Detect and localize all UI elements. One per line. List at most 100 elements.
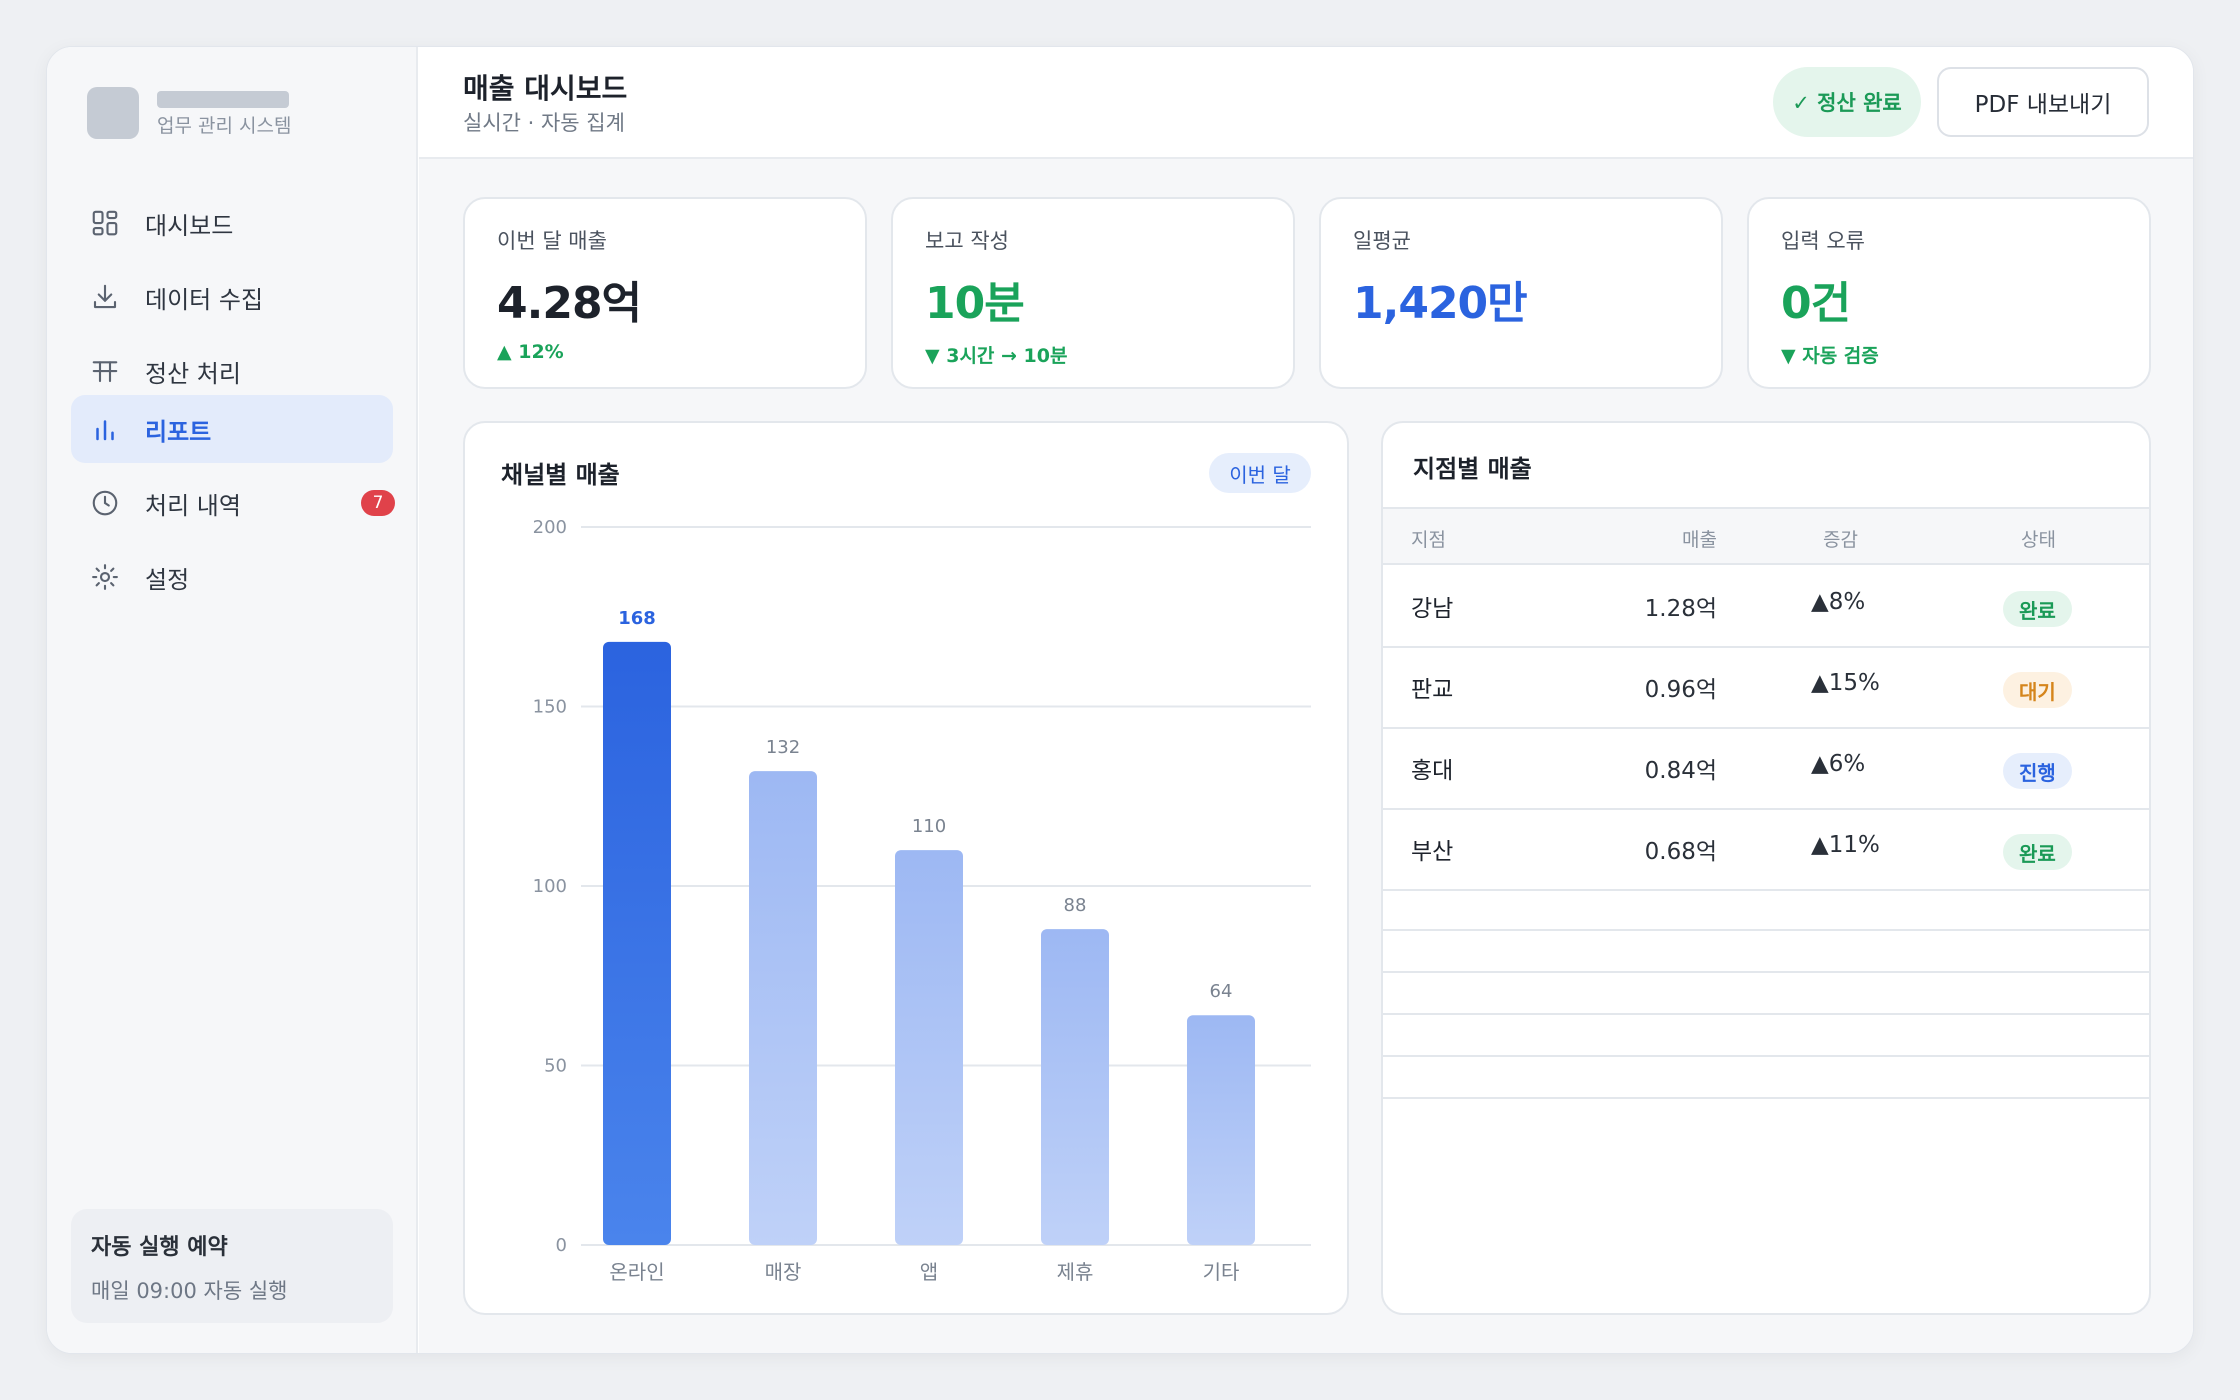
clock-icon xyxy=(89,487,121,519)
data-label: 88 xyxy=(1064,895,1087,916)
schedule-subtitle: 매일 09:00 자동 실행 xyxy=(91,1279,288,1303)
column-header-branch: 지점 xyxy=(1411,529,1446,551)
status-badge: 완료 xyxy=(2003,834,2072,870)
empty-row xyxy=(1383,1057,2149,1099)
kpi-delta: ▲ 12% xyxy=(497,341,564,363)
export-pdf-button[interactable]: PDF 내보내기 xyxy=(1937,67,2149,137)
gear-icon xyxy=(89,561,121,593)
data-label: 168 xyxy=(618,608,656,629)
x-tick-label: 제휴 xyxy=(1057,1260,1094,1284)
branch-name: 판교 xyxy=(1411,677,1454,703)
bar xyxy=(603,641,671,1245)
sidebar-item-label: 데이터 수집 xyxy=(145,285,264,314)
y-tick-label: 0 xyxy=(556,1235,567,1256)
branch-sales: 0.96억 xyxy=(1644,677,1717,703)
table-row[interactable]: 부산 0.68억 ▲11% 완료 xyxy=(1383,810,2149,891)
sidebar-item-dashboard[interactable]: 대시보드 xyxy=(71,189,393,257)
page-header: 매출 대시보드 실시간 · 자동 집계 ✓ 정산 완료 PDF 내보내기 xyxy=(419,47,2193,159)
empty-row xyxy=(1383,1015,2149,1057)
branch-change: ▲11% xyxy=(1811,832,1880,858)
sidebar-item-label: 정산 처리 xyxy=(145,359,241,388)
kpi-label: 입력 오류 xyxy=(1781,229,1865,253)
channel-sales-chart: 0 50 100 150 200 168 온라인 132 매장 110 앱 88 제휴 64 기타 xyxy=(533,517,1311,1284)
branch-sales-table-card: 지점별 매출 지점 매출 증감 상태 강남 1.28억 ▲8% 완료 판교 0.96억 ▲1… xyxy=(1381,421,2151,1315)
brand-subtitle: 업무 관리 시스템 xyxy=(157,115,292,137)
x-tick-label: 기타 xyxy=(1203,1260,1240,1284)
table-icon xyxy=(89,355,121,387)
table-row[interactable]: 판교 0.96억 ▲15% 대기 xyxy=(1383,648,2149,729)
status-badge: ✓ 정산 완료 xyxy=(1773,67,1921,137)
sidebar-item-reports[interactable]: 리포트 xyxy=(71,395,393,463)
table-title: 지점별 매출 xyxy=(1413,455,1532,483)
kpi-card-report-time: 보고 작성 10분 ▼ 3시간 → 10분 xyxy=(891,197,1295,389)
column-header-change: 증감 xyxy=(1823,529,1858,551)
status-badge: 진행 xyxy=(2003,753,2072,789)
branch-sales: 0.84억 xyxy=(1644,758,1717,784)
schedule-card: 자동 실행 예약 매일 09:00 자동 실행 xyxy=(71,1209,393,1323)
column-header-sales: 매출 xyxy=(1682,529,1717,551)
x-tick-label: 온라인 xyxy=(609,1260,664,1284)
sidebar-item-label: 대시보드 xyxy=(145,211,234,240)
download-icon xyxy=(89,281,121,313)
kpi-card-daily-average: 일평균 1,420만 xyxy=(1319,197,1723,389)
status-badge: 대기 xyxy=(2003,672,2072,708)
kpi-label: 보고 작성 xyxy=(925,229,1009,253)
branch-change: ▲6% xyxy=(1811,751,1866,777)
table-header: 지점 매출 증감 상태 xyxy=(1383,507,2149,565)
brand-logo xyxy=(87,87,139,139)
kpi-label: 일평균 xyxy=(1353,229,1411,253)
y-tick-label: 50 xyxy=(544,1056,567,1077)
sidebar-item-settlement[interactable]: 정산 처리 xyxy=(71,337,393,405)
column-header-status: 상태 xyxy=(2021,529,2056,551)
chart-title: 채널별 매출 xyxy=(501,461,620,489)
table-row[interactable]: 홍대 0.84억 ▲6% 진행 xyxy=(1383,729,2149,810)
sidebar: 업무 관리 시스템 대시보드 데이터 수집 정산 처리 리포트 xyxy=(47,47,418,1353)
kpi-value: 10분 xyxy=(925,278,1025,329)
y-tick-label: 100 xyxy=(533,876,567,897)
table-row[interactable]: 강남 1.28억 ▲8% 완료 xyxy=(1383,567,2149,648)
data-label: 64 xyxy=(1210,981,1233,1002)
kpi-value: 0건 xyxy=(1781,278,1851,329)
kpi-delta: ▼ 자동 검증 xyxy=(1781,345,1879,367)
y-tick-label: 200 xyxy=(533,517,567,538)
x-tick-label: 매장 xyxy=(765,1260,802,1284)
schedule-title: 자동 실행 예약 xyxy=(91,1235,228,1260)
x-tick-label: 앱 xyxy=(920,1260,938,1284)
main-content: 이번 달 매출 4.28억 ▲ 12% 보고 작성 10분 ▼ 3시간 → 10… xyxy=(419,159,2193,1353)
kpi-value: 1,420만 xyxy=(1353,278,1528,329)
data-label: 132 xyxy=(766,737,800,758)
empty-row xyxy=(1383,931,2149,973)
status-badge: 완료 xyxy=(2003,591,2072,627)
channel-sales-chart-card: 0 50 100 150 200 168 온라인 132 매장 110 앱 88 제휴 64 기타 채널별 … xyxy=(463,421,1349,1315)
branch-sales: 1.28억 xyxy=(1644,596,1717,622)
bar xyxy=(1187,1015,1255,1245)
kpi-label: 이번 달 매출 xyxy=(497,229,607,253)
branch-name: 강남 xyxy=(1411,596,1454,622)
kpi-value: 4.28억 xyxy=(497,278,642,329)
app-window: 업무 관리 시스템 대시보드 데이터 수집 정산 처리 리포트 xyxy=(46,46,2194,1354)
branch-name: 홍대 xyxy=(1411,758,1454,784)
branch-change: ▲8% xyxy=(1811,589,1866,615)
y-tick-label: 150 xyxy=(533,697,567,718)
empty-row xyxy=(1383,889,2149,931)
period-chip[interactable]: 이번 달 xyxy=(1209,453,1311,493)
branch-change: ▲15% xyxy=(1811,670,1880,696)
data-label: 110 xyxy=(912,816,946,837)
branch-name: 부산 xyxy=(1411,839,1454,865)
brand-name-placeholder xyxy=(157,91,289,108)
sidebar-item-history[interactable]: 처리 내역 7 xyxy=(71,469,395,537)
sidebar-item-data-collection[interactable]: 데이터 수집 xyxy=(71,263,393,331)
kpi-card-input-errors: 입력 오류 0건 ▼ 자동 검증 xyxy=(1747,197,2151,389)
bar xyxy=(1041,929,1109,1245)
page-subtitle: 실시간 · 자동 집계 xyxy=(463,111,625,135)
sidebar-item-settings[interactable]: 설정 xyxy=(71,543,393,611)
sidebar-item-label: 처리 내역 xyxy=(145,491,241,520)
bar-chart-icon xyxy=(89,413,121,445)
page-title: 매출 대시보드 xyxy=(463,72,628,105)
grid-icon xyxy=(89,207,121,239)
sidebar-item-label: 리포트 xyxy=(145,417,212,446)
empty-row xyxy=(1383,973,2149,1015)
bar xyxy=(749,771,817,1245)
branch-sales: 0.68억 xyxy=(1644,839,1717,865)
bar xyxy=(895,850,963,1245)
